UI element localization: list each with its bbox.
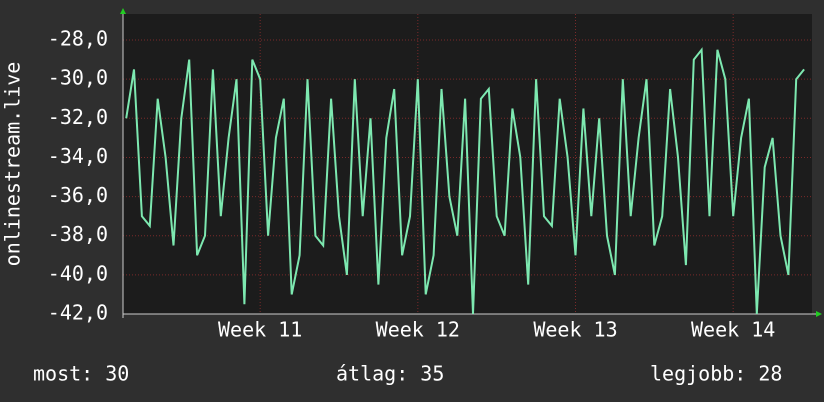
x-tick-label: Week 11 xyxy=(218,318,302,342)
x-tick-label: Week 12 xyxy=(376,318,460,342)
footer-stat: most: 30 xyxy=(33,362,129,386)
axis-arrow xyxy=(816,311,822,317)
y-tick-label: -34,0 xyxy=(48,144,108,168)
axis-arrow xyxy=(120,8,126,14)
y-axis-label: onlinestream.live xyxy=(1,62,25,267)
y-tick-label: -42,0 xyxy=(48,301,108,325)
footer-stat: legjobb: 28 xyxy=(650,362,782,386)
y-tick-label: -32,0 xyxy=(48,105,108,129)
x-tick-label: Week 13 xyxy=(533,318,617,342)
y-tick-label: -30,0 xyxy=(48,66,108,90)
y-tick-label: -28,0 xyxy=(48,27,108,51)
x-tick-label: Week 14 xyxy=(691,318,775,342)
y-tick-label: -38,0 xyxy=(48,222,108,246)
footer-stat: átlag: 35 xyxy=(336,362,444,386)
y-tick-label: -36,0 xyxy=(48,183,108,207)
data-line xyxy=(125,47,805,315)
y-tick-label: -40,0 xyxy=(48,261,108,285)
